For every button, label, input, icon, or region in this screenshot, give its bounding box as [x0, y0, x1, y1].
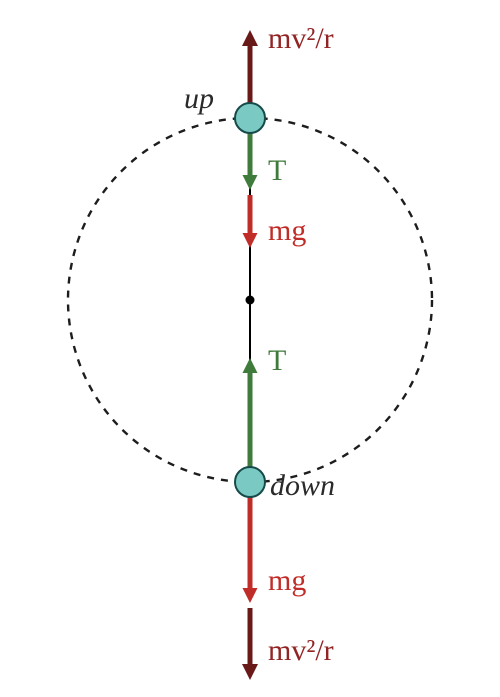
- label-down: down: [270, 469, 335, 502]
- label-centripetal_down: mv²/r: [268, 634, 334, 667]
- diagram-canvas: up down mv²/r Tmg Tmg mv²/r: [0, 0, 500, 697]
- label-weight_down: mg: [268, 564, 306, 597]
- mass-down: [235, 467, 265, 497]
- label-tension_up: T: [268, 154, 286, 187]
- label-weight_up: mg: [268, 214, 306, 247]
- label-up: up: [184, 82, 214, 115]
- mass-up: [235, 103, 265, 133]
- label-tension_down: T: [268, 344, 286, 377]
- center-dot: [246, 296, 255, 305]
- label-centripetal_up: mv²/r: [268, 22, 334, 55]
